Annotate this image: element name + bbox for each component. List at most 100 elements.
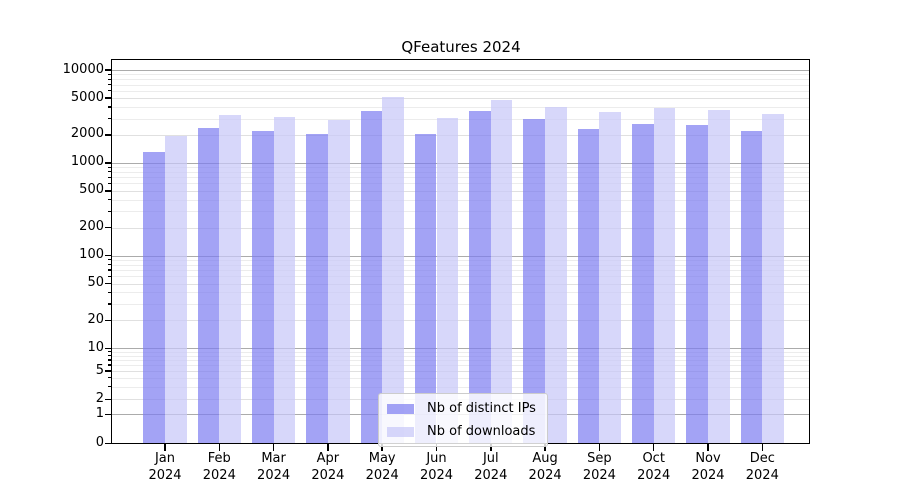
y-tick [105, 398, 111, 401]
gridline [112, 320, 810, 322]
y-tick-label: 10 [87, 339, 104, 355]
x-tick-label: Mar 2024 [257, 451, 291, 483]
y-tick [105, 319, 111, 322]
gridline [112, 348, 810, 350]
y-minor-tick [107, 291, 111, 294]
bar-ips-sep [577, 128, 600, 444]
gridline [112, 190, 810, 192]
minor-gridline [112, 269, 810, 271]
legend-swatch-downloads [387, 426, 414, 437]
bar-ips-nov [686, 125, 708, 444]
minor-gridline [112, 74, 810, 76]
gridline [112, 371, 810, 372]
y-tick-label: 1000 [70, 154, 104, 170]
minor-gridline [112, 355, 810, 357]
bar-ips-feb [197, 127, 220, 444]
y-tick [105, 282, 111, 285]
bar-downloads-mar [273, 117, 296, 444]
bar-ips-apr [306, 134, 328, 444]
x-tick [164, 444, 166, 451]
x-tick-label: Apr 2024 [311, 451, 345, 483]
gridline [112, 98, 810, 100]
minor-gridline [112, 171, 810, 173]
bar-downloads-feb [219, 115, 241, 444]
y-tick [105, 69, 111, 71]
y-minor-tick [107, 269, 111, 271]
x-tick-label: Jun 2024 [419, 451, 454, 483]
bar-ips-jul [469, 110, 491, 444]
legend-label: Nb of distinct IPs [427, 401, 536, 416]
y-tick-label: 5 [95, 362, 104, 378]
x-tick [598, 444, 601, 451]
bar-ips-oct [632, 124, 654, 444]
legend-entry: Nb of distinct IPs [387, 401, 536, 416]
x-tick [490, 444, 492, 451]
minor-gridline [112, 359, 810, 361]
x-tick-label: Feb 2024 [202, 451, 236, 483]
y-tick-label: 50 [87, 275, 104, 290]
y-minor-tick [107, 182, 111, 185]
minor-gridline [112, 90, 810, 92]
x-tick-label: Dec 2024 [745, 451, 779, 483]
x-tick [761, 444, 764, 451]
bar-downloads-dec [762, 113, 784, 444]
minor-gridline [112, 386, 810, 388]
x-tick [707, 444, 709, 451]
bar-ips-aug [523, 119, 546, 444]
bar-ips-mar [251, 131, 274, 444]
y-minor-tick [107, 386, 111, 388]
y-minor-tick [107, 275, 111, 277]
x-tick-label: Aug 2024 [528, 451, 562, 483]
y-minor-tick [107, 166, 111, 168]
minor-gridline [112, 183, 810, 185]
y-tick-label: 200 [79, 219, 104, 235]
y-minor-tick [107, 263, 111, 266]
y-tick [105, 134, 111, 136]
y-tick [105, 97, 111, 99]
y-minor-tick [107, 303, 111, 305]
bar-downloads-apr [327, 120, 350, 444]
minor-gridline [112, 304, 810, 306]
minor-gridline [112, 84, 810, 86]
y-minor-tick [107, 359, 111, 361]
gridline [112, 162, 810, 165]
gridline [112, 70, 810, 72]
bar-downloads-aug [545, 106, 567, 444]
plot-area [112, 60, 810, 444]
y-tick-label: 0 [95, 434, 104, 450]
gridline [112, 255, 810, 257]
y-minor-tick [107, 73, 111, 76]
y-tick [105, 190, 111, 192]
minor-gridline [112, 377, 810, 379]
y-tick [105, 442, 111, 445]
x-tick [652, 444, 655, 451]
x-tick-label: Oct 2024 [637, 451, 671, 483]
minor-gridline [112, 199, 810, 201]
y-tick-label: 20 [87, 311, 104, 327]
y-minor-tick [107, 351, 111, 353]
y-tick [105, 347, 111, 350]
x-tick-label: Nov 2024 [691, 451, 725, 483]
bar-downloads-oct [653, 108, 676, 444]
legend-swatch-ips [387, 403, 414, 414]
chart-title: QFeatures 2024 [401, 38, 521, 56]
minor-gridline [112, 351, 810, 353]
gridline [112, 227, 810, 229]
y-tick-label: 2000 [70, 126, 104, 142]
x-tick-label: Sep 2024 [582, 451, 616, 483]
y-minor-tick [107, 377, 111, 379]
y-tick [105, 370, 111, 372]
bar-ips-jan [143, 152, 165, 444]
minor-gridline [112, 264, 810, 266]
bar-downloads-jun [436, 118, 459, 444]
y-minor-tick [107, 78, 111, 80]
minor-gridline [112, 107, 810, 109]
gridline [112, 134, 810, 136]
y-minor-tick [107, 364, 111, 366]
x-tick [327, 444, 329, 451]
y-tick-label: 2 [95, 390, 104, 406]
y-minor-tick [107, 210, 111, 212]
x-tick [218, 444, 221, 451]
minor-gridline [112, 292, 810, 294]
gridline [112, 283, 810, 285]
